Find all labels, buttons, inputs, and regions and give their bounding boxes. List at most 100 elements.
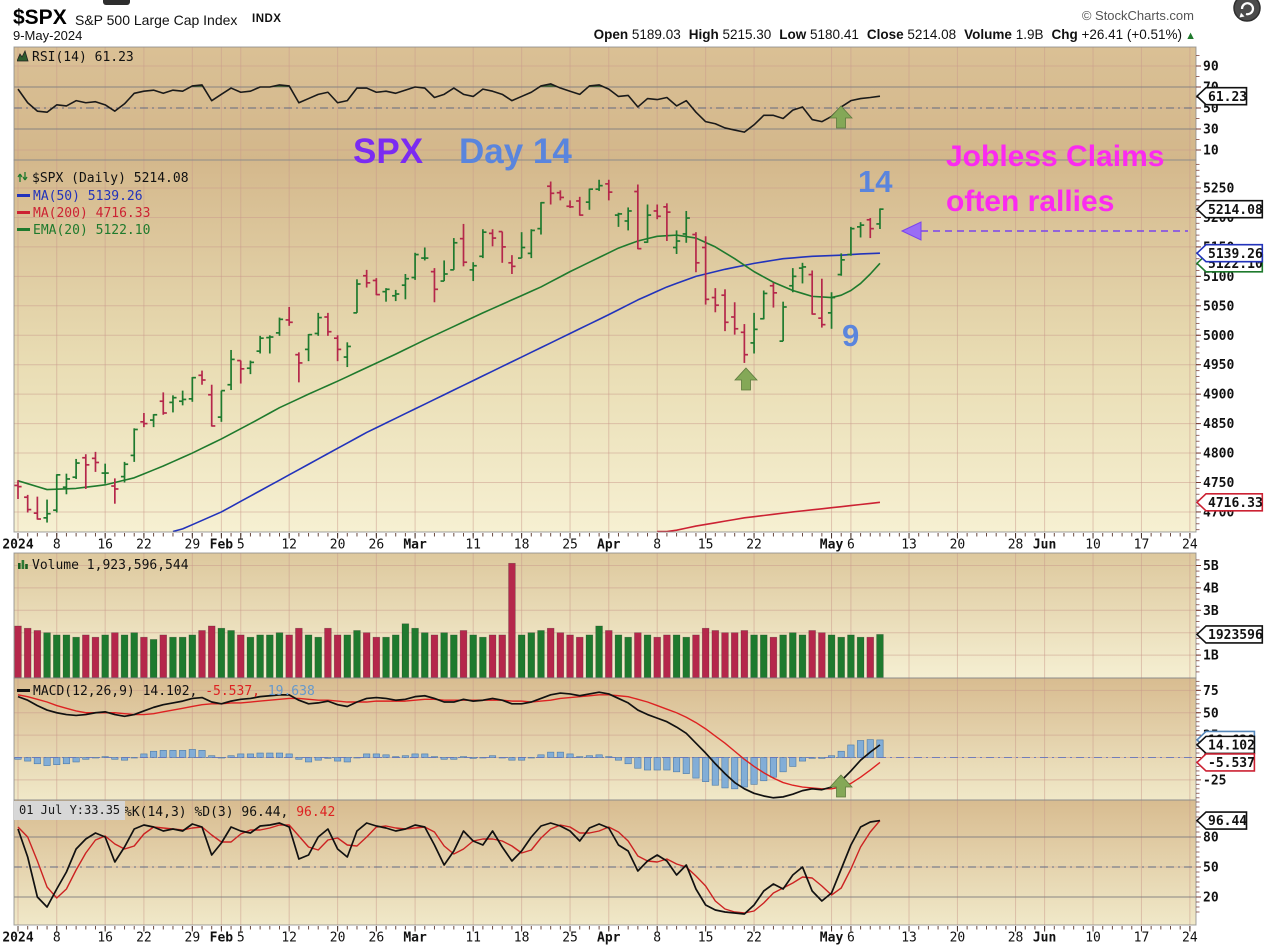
- svg-text:4716.33: 4716.33: [1208, 496, 1263, 511]
- stoch-legend-text: %K(14,3) %D(3) 96.44,: [124, 805, 289, 820]
- svg-text:10: 10: [1203, 144, 1219, 159]
- quote-open-value: 5189.03: [628, 27, 681, 42]
- svg-text:17: 17: [1134, 931, 1150, 946]
- symbol-exchange: INDX: [252, 13, 282, 25]
- ema20-legend: EMA(20) 5122.10: [33, 223, 151, 238]
- annotation-spx: SPX: [353, 132, 424, 171]
- last-price-callout: [1195, 199, 1264, 219]
- annotation-9: 9: [842, 318, 860, 353]
- svg-text:Jun: Jun: [1033, 538, 1056, 553]
- svg-text:1B: 1B: [1203, 649, 1219, 664]
- svg-text:28: 28: [1008, 538, 1024, 553]
- chart-date: 9-May-2024: [13, 28, 83, 43]
- annotation-jobless-line2: often rallies: [946, 185, 1115, 218]
- ma50-legend: MA(50) 5139.26: [33, 189, 143, 204]
- svg-text:Feb: Feb: [210, 931, 234, 946]
- price-legend-ma200-row: MA(200) 4716.33: [17, 205, 189, 222]
- ma200-line: [657, 501, 881, 533]
- quote-close-label: Close: [866, 27, 904, 42]
- svg-text:25: 25: [562, 931, 578, 946]
- svg-text:22: 22: [746, 931, 762, 946]
- price-bars: [14, 179, 884, 523]
- quote-chg-value: +26.41 (+0.51%): [1077, 27, 1183, 42]
- svg-text:5214.08: 5214.08: [1208, 203, 1263, 218]
- price-legend-ema20-row: EMA(20) 5122.10: [17, 222, 189, 239]
- svg-text:11: 11: [465, 931, 481, 946]
- svg-text:15: 15: [698, 538, 714, 553]
- updown-arrows-icon: [17, 171, 29, 188]
- ma50-value-callout: [1195, 243, 1264, 263]
- annotation-jobless: Jobless Claims often rallies: [946, 134, 1164, 224]
- svg-text:-5.537: -5.537: [1208, 756, 1255, 771]
- macd-signal-callout: [1195, 753, 1256, 772]
- svg-text:4800: 4800: [1203, 447, 1234, 462]
- stoch-panel-background: [14, 800, 1196, 925]
- rsi-value-callout: [1195, 86, 1248, 106]
- svg-text:17: 17: [1134, 538, 1150, 553]
- quote-open-label: Open: [593, 27, 629, 42]
- svg-text:80: 80: [1203, 831, 1219, 846]
- svg-text:4B: 4B: [1203, 581, 1219, 596]
- macd-up-arrow-icon: [829, 774, 853, 798]
- svg-text:26: 26: [369, 538, 385, 553]
- svg-text:5000: 5000: [1203, 329, 1234, 344]
- svg-text:29: 29: [185, 538, 201, 553]
- svg-text:24: 24: [1182, 931, 1198, 946]
- quote-volume-label: Volume: [964, 27, 1012, 42]
- svg-text:5B: 5B: [1203, 559, 1219, 574]
- refresh-icon[interactable]: [1232, 0, 1262, 28]
- svg-text:May: May: [820, 538, 844, 553]
- quote-high-label: High: [688, 27, 719, 42]
- quote-volume-value: 1.9B: [1011, 27, 1044, 42]
- svg-text:15: 15: [698, 931, 714, 946]
- svg-text:6: 6: [847, 931, 855, 946]
- svg-text:90: 90: [1203, 60, 1219, 75]
- svg-text:18: 18: [514, 931, 530, 946]
- ma200-value-callout: [1195, 493, 1264, 512]
- svg-text:13: 13: [901, 538, 917, 553]
- macd-line: [17, 691, 881, 799]
- date-axis-middle: 2024 8 16 22 29 Feb 5 12 20 26 Mar 11 18 25 Apr 8 15 22 Ma…: [2, 533, 1198, 553]
- svg-text:5: 5: [237, 538, 245, 553]
- quote-low-label: Low: [779, 27, 807, 42]
- price-legend-symbol: $SPX (Daily) 5214.08: [32, 171, 189, 186]
- macd-signal-value: -5.537,: [205, 684, 260, 699]
- svg-text:8: 8: [653, 538, 661, 553]
- macd-line-icon: [17, 689, 30, 692]
- svg-text:-25: -25: [1203, 773, 1226, 788]
- price-legend: $SPX (Daily) 5214.08 MA(50) 5139.26 MA(2…: [17, 170, 189, 239]
- svg-text:2024: 2024: [2, 931, 33, 946]
- svg-text:4750: 4750: [1203, 476, 1234, 491]
- svg-text:4900: 4900: [1203, 388, 1234, 403]
- macd-signal-line: [17, 694, 881, 790]
- window-fragment: [103, 0, 130, 5]
- quote-close-value: 5214.08: [903, 27, 957, 42]
- svg-text:Mar: Mar: [403, 538, 427, 553]
- svg-text:20: 20: [330, 538, 346, 553]
- rsi-legend: RSI(14) 61.23: [16, 49, 134, 66]
- svg-text:5250: 5250: [1203, 182, 1234, 197]
- svg-text:25: 25: [562, 538, 578, 553]
- ema20-line: [17, 234, 881, 491]
- svg-text:20: 20: [950, 931, 966, 946]
- svg-text:16: 16: [97, 538, 113, 553]
- svg-text:16: 16: [97, 931, 113, 946]
- svg-text:5100: 5100: [1203, 270, 1234, 285]
- svg-text:30: 30: [1203, 123, 1219, 138]
- rsi-up-arrow-icon: [829, 105, 853, 129]
- svg-text:Apr: Apr: [597, 538, 621, 553]
- rsi-legend-text: RSI(14) 61.23: [32, 50, 134, 65]
- svg-text:12: 12: [281, 538, 297, 553]
- svg-text:22: 22: [746, 538, 762, 553]
- ma50-line-icon: [17, 194, 30, 197]
- svg-text:Apr: Apr: [597, 931, 621, 946]
- svg-text:18: 18: [514, 538, 530, 553]
- quote-high-value: 5215.30: [718, 27, 772, 42]
- svg-text:1923596: 1923596: [1208, 628, 1263, 643]
- svg-text:4850: 4850: [1203, 417, 1234, 432]
- quote-low-value: 5180.41: [806, 27, 859, 42]
- date-axis-bottom: 2024 8 16 22 29 Feb 5 12 20 26 Mar 11 18 25 Apr 8 15 22 Ma…: [2, 926, 1198, 946]
- price-up-arrow-icon: [734, 367, 758, 391]
